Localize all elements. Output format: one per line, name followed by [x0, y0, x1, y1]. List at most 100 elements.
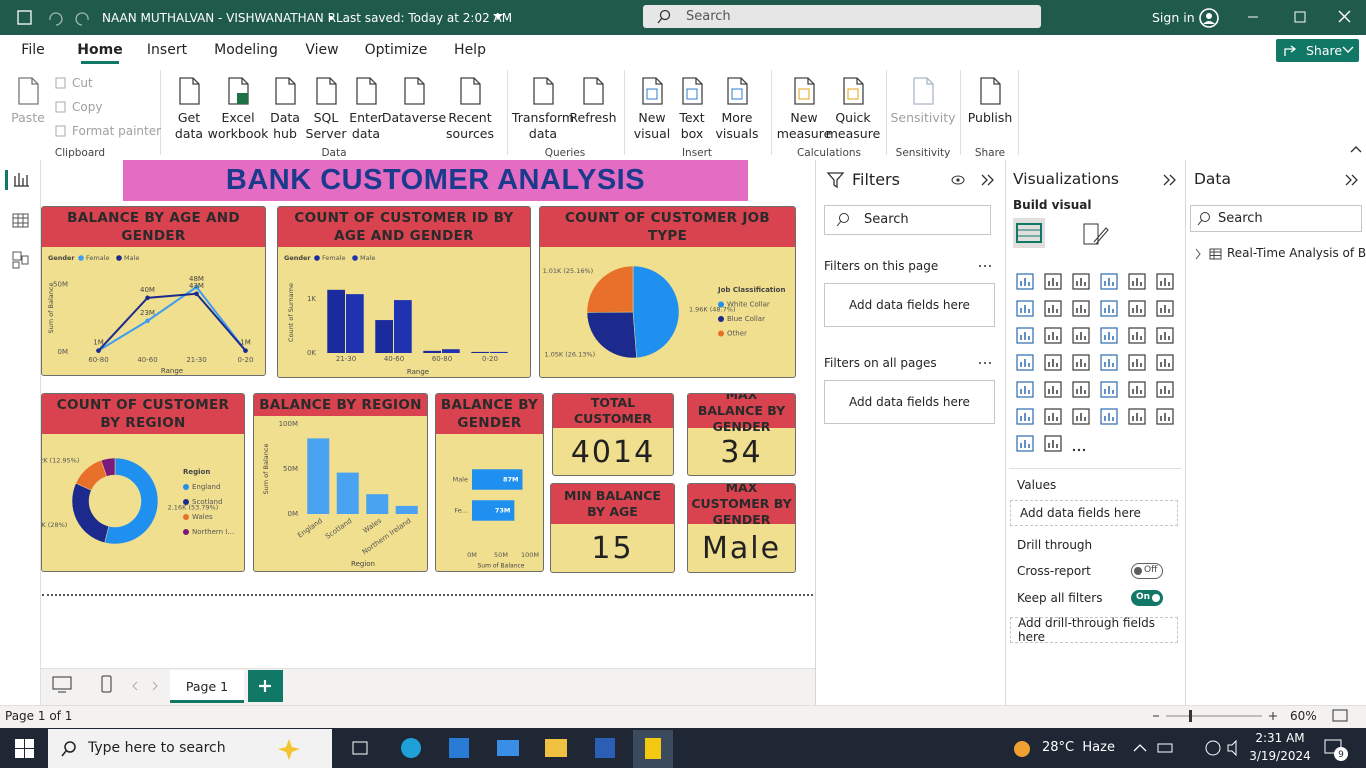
- fit-to-page[interactable]: [1331, 708, 1349, 724]
- ribbon-icon[interactable]: [578, 75, 608, 107]
- ribbon-small-button[interactable]: Cut: [72, 76, 93, 90]
- menu-tab[interactable]: View: [305, 42, 339, 58]
- build-format-tabs[interactable]: [1012, 216, 1112, 250]
- ribbon-icon[interactable]: [908, 75, 938, 107]
- ribbon-button[interactable]: Dataverse: [381, 110, 447, 125]
- ribbon-icon[interactable]: [975, 75, 1005, 107]
- menu-tab[interactable]: Optimize: [364, 42, 428, 58]
- ribbon-group-label: Sensitivity: [895, 147, 951, 159]
- ribbon-button[interactable]: Text box: [679, 110, 705, 141]
- menu-tab[interactable]: Home: [77, 42, 123, 58]
- ribbon-button[interactable]: Get data: [174, 110, 204, 141]
- more-options[interactable]: [978, 263, 994, 269]
- ribbon-button[interactable]: SQL Server: [305, 110, 347, 141]
- x-tick-label: 50M: [494, 551, 508, 559]
- ribbon-button[interactable]: Publish: [967, 110, 1013, 125]
- title-search-box[interactable]: [643, 5, 1041, 28]
- pinned-apps[interactable]: [345, 730, 675, 768]
- share-label[interactable]: Share: [1306, 43, 1343, 58]
- ribbon-small-button[interactable]: Format painter: [72, 124, 162, 138]
- y-tick-label: 1K: [307, 295, 316, 303]
- share-button[interactable]: [1276, 39, 1359, 62]
- ribbon-icon[interactable]: [677, 75, 707, 107]
- filters-controls[interactable]: [948, 171, 1002, 189]
- handle: [1197, 219, 1203, 226]
- drop-zone[interactable]: Add data fields here: [824, 380, 995, 424]
- table-node[interactable]: Real-Time Analysis of B...: [1227, 246, 1366, 260]
- menu-tab[interactable]: Insert: [146, 42, 188, 58]
- ribbon-icon[interactable]: [722, 75, 752, 107]
- ribbon-icon[interactable]: [838, 75, 868, 107]
- collapse-pane[interactable]: [1160, 171, 1180, 189]
- ribbon-button[interactable]: Sensitivity: [890, 110, 956, 125]
- visual-type-icon: [1016, 300, 1034, 317]
- toggle-on[interactable]: [1131, 590, 1163, 606]
- view-toggles[interactable]: [52, 675, 122, 697]
- filters-search-text[interactable]: Search: [864, 212, 909, 227]
- data-search-box[interactable]: [1190, 205, 1362, 232]
- ribbon-icon[interactable]: [455, 75, 485, 107]
- quick-access[interactable]: [14, 8, 104, 28]
- toggle-off[interactable]: [1131, 563, 1163, 579]
- ribbon-button[interactable]: More visuals: [715, 110, 759, 141]
- ribbon-icon[interactable]: [637, 75, 667, 107]
- slice: [632, 265, 680, 359]
- lens: [839, 213, 849, 223]
- ribbon-icon[interactable]: [351, 75, 381, 107]
- ribbon-icon[interactable]: [789, 75, 819, 107]
- y-tick-label: Fe...: [454, 507, 468, 515]
- data-label: 1M: [240, 339, 251, 347]
- page-tab[interactable]: [170, 670, 244, 703]
- ribbon-button[interactable]: Enter data: [349, 110, 383, 141]
- page-tab-label[interactable]: Page 1: [185, 679, 229, 694]
- separator-dot: [329, 16, 333, 20]
- visual-type-gallery[interactable]: [1012, 272, 1182, 462]
- ribbon-button[interactable]: New visual: [633, 110, 671, 141]
- menu-tab[interactable]: File: [21, 42, 45, 58]
- collapse-ribbon[interactable]: [1349, 144, 1363, 156]
- window-controls[interactable]: [1240, 6, 1360, 28]
- drop-zone[interactable]: Add data fields here: [1010, 500, 1178, 526]
- ribbon-icon[interactable]: [399, 75, 429, 107]
- legend-swatch: [314, 255, 320, 261]
- title-search-text[interactable]: Search: [686, 9, 731, 24]
- ribbon-button[interactable]: Excel workbook: [207, 110, 269, 141]
- ribbon-icon[interactable]: [223, 75, 253, 107]
- menu-tab[interactable]: Help: [454, 42, 486, 58]
- task-view: [352, 741, 368, 755]
- ribbon-icon[interactable]: [311, 75, 341, 107]
- data-search-text[interactable]: Search: [1218, 211, 1263, 226]
- ribbon-icon[interactable]: [174, 75, 204, 107]
- active-marker: [5, 170, 8, 190]
- system-tray[interactable]: [1130, 738, 1250, 758]
- notification-center[interactable]: 9: [1322, 736, 1352, 764]
- collapse-pane[interactable]: [1342, 171, 1362, 189]
- filters-search-box[interactable]: [824, 205, 991, 235]
- ribbon-button[interactable]: Quick measure: [825, 110, 881, 141]
- sign-in[interactable]: Sign in: [1152, 10, 1195, 25]
- visual-type-glyph: [1048, 332, 1058, 340]
- account-icon[interactable]: [1198, 7, 1220, 29]
- ribbon-icon[interactable]: [13, 75, 43, 107]
- drop-zone[interactable]: Add drill-through fields here: [1010, 616, 1178, 644]
- ribbon-button[interactable]: Paste: [11, 110, 45, 125]
- ribbon-icon[interactable]: [270, 75, 300, 107]
- view-switcher[interactable]: [5, 168, 37, 278]
- ribbon-button[interactable]: New measure: [776, 110, 832, 141]
- drop-zone[interactable]: Add data fields here: [824, 283, 995, 327]
- ribbon-icon[interactable]: [528, 75, 558, 107]
- ribbon-small-button[interactable]: Copy: [72, 100, 103, 114]
- saved-dropdown[interactable]: [492, 12, 504, 22]
- menu-tab[interactable]: Modeling: [214, 42, 278, 58]
- page-nav-arrows[interactable]: [130, 680, 160, 692]
- zoom-slider[interactable]: [1150, 708, 1340, 724]
- ribbon-button[interactable]: Recent sources: [445, 110, 495, 141]
- lens: [659, 9, 671, 21]
- ribbon-button[interactable]: Transform data: [511, 110, 575, 141]
- taskbar-search-text[interactable]: Type here to search: [88, 740, 226, 756]
- more-options[interactable]: [978, 360, 994, 366]
- table-node-icon[interactable]: [1193, 246, 1225, 262]
- ribbon-button[interactable]: Data hub: [270, 110, 300, 141]
- ribbon-button[interactable]: Refresh: [569, 110, 617, 125]
- start-button[interactable]: [12, 736, 38, 760]
